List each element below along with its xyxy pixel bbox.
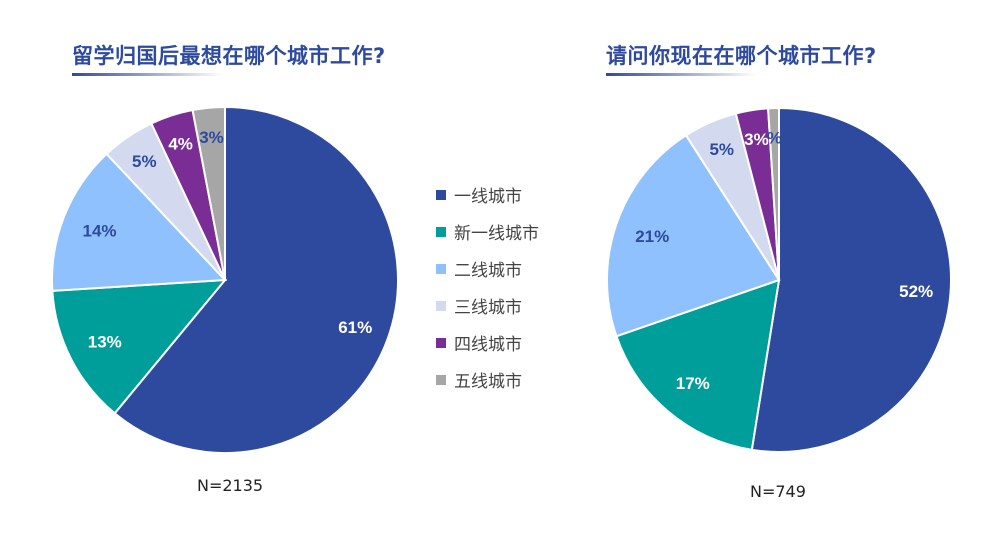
- legend-item: 新一线城市: [436, 213, 539, 250]
- sample-size-left: N=2135: [197, 476, 264, 495]
- slice-label: 5%: [132, 152, 157, 171]
- chart-title-right: 请问你现在在哪个城市工作?: [606, 44, 877, 68]
- legend-item: 四线城市: [436, 324, 539, 361]
- legend-label: 四线城市: [454, 335, 522, 355]
- legend-swatch: [436, 263, 446, 274]
- legend-swatch: [436, 337, 446, 348]
- slice-label: 52%: [899, 282, 933, 301]
- slice-label: 5%: [709, 140, 734, 159]
- title-underline-left: [72, 73, 222, 76]
- legend-item: 五线城市: [436, 361, 539, 398]
- pie-slice-right: [750, 106, 952, 453]
- pie-slice-right: [767, 106, 780, 281]
- legend-swatch: [436, 374, 446, 385]
- legend-label: 新一线城市: [454, 224, 539, 244]
- slice-label: 61%: [338, 318, 372, 337]
- title-underline-right: [606, 73, 756, 76]
- slice-label: 4%: [168, 134, 193, 153]
- pie-slice-left: [191, 105, 226, 281]
- slice-label: 21%: [635, 227, 669, 246]
- slice-label: 17%: [676, 374, 710, 393]
- sample-size-right: N=749: [750, 482, 806, 501]
- pie-slice-right: [606, 133, 781, 338]
- legend: 一线城市 新一线城市 二线城市 三线城市 四线城市 五线城市: [436, 176, 539, 398]
- legend-label: 五线城市: [454, 372, 522, 392]
- slice-label: 13%: [88, 332, 122, 351]
- pie-slice-left: [113, 105, 399, 454]
- legend-swatch: [436, 300, 446, 311]
- legend-item: 二线城市: [436, 250, 539, 287]
- slice-label: %: [767, 128, 782, 147]
- legend-item: 三线城市: [436, 287, 539, 324]
- legend-label: 一线城市: [454, 187, 522, 207]
- legend-label: 三线城市: [454, 298, 522, 318]
- pie-slice-left: [51, 152, 228, 292]
- legend-swatch: [436, 189, 446, 200]
- chart-title-left: 留学归国后最想在哪个城市工作?: [72, 44, 386, 68]
- slice-label: 3%: [199, 128, 224, 147]
- legend-item: 一线城市: [436, 176, 539, 213]
- slice-label: 14%: [83, 221, 117, 240]
- legend-label: 二线城市: [454, 261, 522, 281]
- pie-slice-left: [51, 278, 228, 415]
- legend-swatch: [436, 226, 446, 237]
- slice-label: 3%: [744, 130, 769, 149]
